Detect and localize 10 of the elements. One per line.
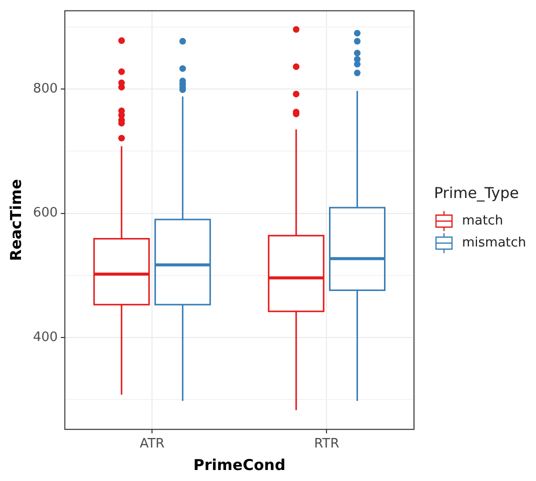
x-tick-label: RTR	[314, 436, 340, 452]
legend-label: mismatch	[462, 235, 526, 250]
y-tick-label: 600	[32, 206, 58, 221]
x-axis-title: PrimeCond	[193, 456, 286, 474]
x-tick-label: ATR	[140, 436, 165, 452]
y-axis-title: ReacTime	[6, 179, 25, 262]
y-tick-label: 800	[32, 81, 58, 96]
y-tick-label: 400	[32, 330, 58, 345]
legend-label: match	[462, 213, 504, 228]
legend-title: Prime_Type	[434, 184, 519, 202]
